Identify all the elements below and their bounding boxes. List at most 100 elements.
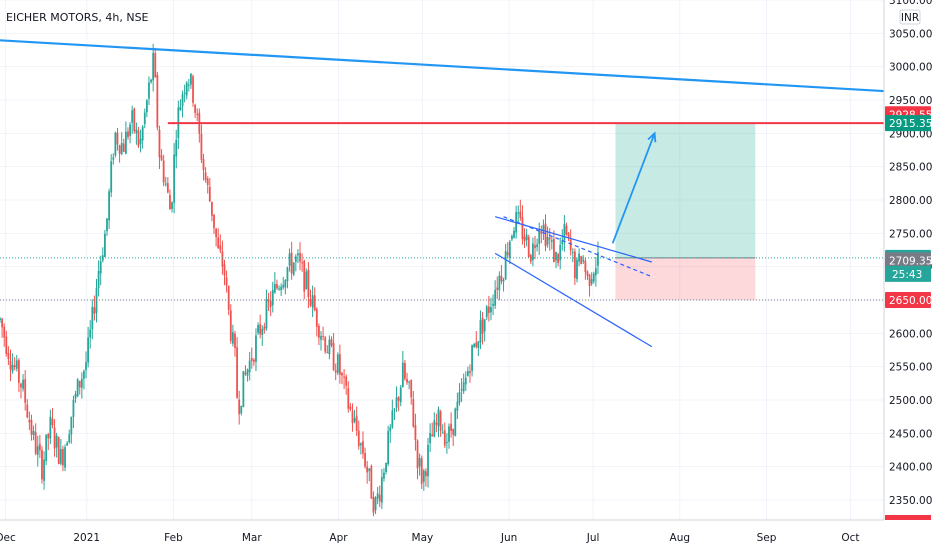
candle-down: [26, 404, 29, 418]
price-badge[interactable]: [885, 252, 931, 269]
candle-up: [445, 441, 448, 443]
candle-down: [315, 308, 318, 327]
candle-up: [393, 408, 396, 410]
candle-down: [13, 365, 16, 367]
time-tick-label: Apr: [329, 532, 348, 544]
candle-up: [385, 462, 387, 472]
candle-up: [80, 378, 83, 388]
candle-up: [464, 377, 467, 385]
candle-down: [557, 254, 559, 264]
candle-up: [59, 449, 62, 464]
candle-up: [11, 364, 14, 372]
candle-up: [106, 218, 108, 232]
candle-down: [169, 195, 171, 210]
candle-down: [122, 143, 125, 152]
candle-down: [166, 183, 169, 193]
price-badge-label: 2709.35: [889, 255, 932, 267]
candle-up: [278, 288, 280, 290]
candle-down: [158, 129, 161, 158]
candle-down: [307, 270, 310, 298]
candle-down: [215, 228, 218, 238]
price-badge[interactable]: [885, 115, 931, 132]
candle-up: [555, 252, 557, 261]
candle-down: [211, 201, 213, 216]
stop-zone[interactable]: [615, 257, 756, 300]
candle-up: [456, 401, 459, 411]
candle-down: [584, 260, 587, 273]
candle-up: [255, 335, 257, 362]
candle-down: [244, 372, 247, 375]
candle-down: [567, 233, 570, 238]
candle-up: [542, 225, 545, 232]
candle-down: [580, 256, 583, 264]
candle-down: [420, 458, 423, 484]
candle-down: [53, 427, 56, 449]
candle-up: [458, 392, 461, 403]
projection-arrow-head: [647, 131, 657, 143]
channel-upper-line[interactable]: [494, 216, 652, 263]
currency-label: INR: [901, 12, 919, 24]
price-axis[interactable]: 2350.00 2400.00 2450.00 2500.00 2550.00 2600.…: [883, 0, 932, 520]
long-term-trendline[interactable]: [0, 39, 924, 95]
candle-down: [412, 399, 415, 427]
price-badge[interactable]: [885, 292, 931, 308]
candle-up: [242, 371, 245, 408]
candle-up: [179, 106, 182, 111]
candle-down: [208, 186, 211, 202]
candle-up: [89, 329, 92, 338]
price-tick-label: 2850.00: [889, 162, 932, 174]
candle-up: [164, 183, 167, 185]
price-badge-label: 2915.35: [889, 118, 932, 130]
candle-down: [404, 362, 406, 379]
candle-down: [565, 225, 568, 235]
candle-up: [460, 389, 463, 391]
candle-down: [250, 358, 253, 361]
candle-up: [135, 129, 138, 134]
time-axis[interactable]: Dec 2021 Feb Mar Apr May Jun Jul Aug Sep Oct: [0, 519, 932, 550]
candle-down: [425, 471, 427, 477]
candle-up: [368, 468, 371, 472]
channel-mid-line[interactable]: [503, 216, 653, 278]
price-tick-label: 2450.00: [889, 428, 932, 440]
drawings[interactable]: [0, 39, 924, 348]
candle-down: [366, 466, 369, 473]
candle-down: [378, 494, 381, 502]
candle-up: [187, 84, 190, 86]
candle-down: [127, 131, 129, 138]
candle-down: [332, 343, 335, 371]
candle-down: [322, 335, 325, 337]
time-tick-label: 2021: [73, 532, 100, 544]
symbol-title: EICHER MOTORS, 4h, NSE: [6, 11, 149, 24]
candle-down: [236, 347, 238, 398]
candle-up: [261, 328, 264, 335]
candle-up: [55, 435, 58, 448]
candle-down: [569, 239, 572, 251]
price-tick-label: 2400.00: [889, 462, 932, 474]
target-zone[interactable]: [615, 123, 756, 258]
candle-down: [263, 326, 266, 330]
candle-up: [152, 52, 155, 81]
candle-down: [552, 238, 555, 263]
candle-down: [443, 430, 446, 446]
candle-up: [124, 131, 127, 154]
candle-up: [104, 233, 106, 257]
candle-down: [5, 336, 8, 354]
price-tick-label: 2750.00: [889, 228, 932, 240]
time-tick-label: Aug: [670, 532, 691, 544]
candle-up: [141, 126, 144, 141]
candle-down: [318, 325, 320, 338]
price-tick-label: 3000.00: [889, 62, 932, 74]
candle-up: [320, 336, 322, 340]
candle-down: [364, 453, 366, 467]
projection-arrow[interactable]: [611, 133, 656, 244]
bottom-marker: [885, 515, 931, 520]
risk-reward-zones[interactable]: [615, 123, 756, 300]
price-tick-label: 2350.00: [889, 495, 932, 507]
candle-down: [519, 211, 522, 218]
time-tick-label: Mar: [242, 532, 262, 544]
price-badge-label: 2650.00: [889, 295, 932, 307]
candle-up: [471, 345, 473, 371]
candle-down: [41, 450, 43, 480]
currency-badge[interactable]: INR: [899, 9, 921, 25]
